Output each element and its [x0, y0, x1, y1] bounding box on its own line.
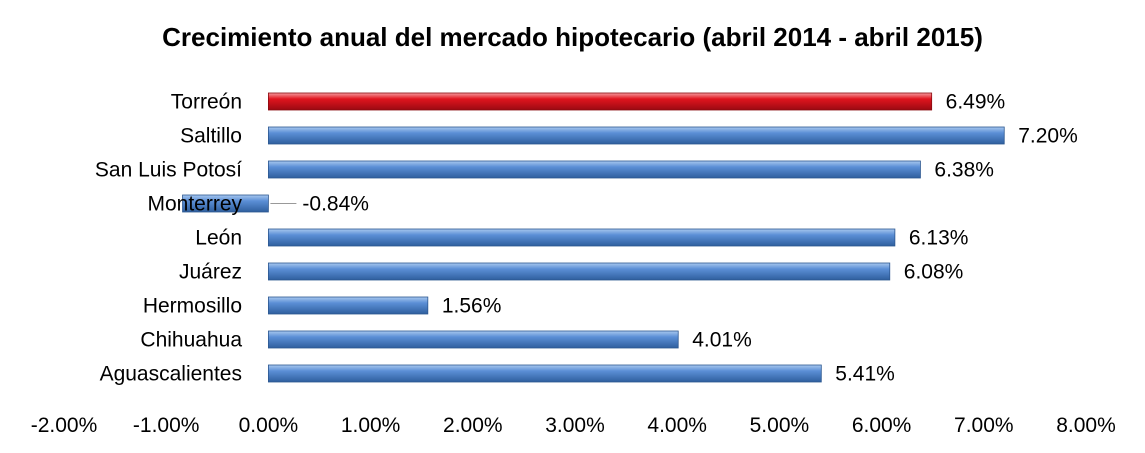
bar-torreon — [267, 92, 933, 111]
x-tick-label: 8.00% — [1056, 414, 1116, 437]
data-label-chihuahua: 4.01% — [692, 329, 752, 352]
bar-chihuahua — [267, 330, 679, 349]
category-label-leon: León — [195, 227, 242, 250]
data-label-torreon: 6.49% — [946, 91, 1006, 114]
category-label-torreon: Torreón — [171, 91, 242, 114]
labels-layer: Torreón 6.49% Saltillo 7.20% San Luis Potosí… — [95, 91, 1078, 386]
category-label-san-luis-potosi: San Luis Potosí — [95, 159, 242, 182]
data-label-san-luis-potosi: 6.38% — [934, 159, 994, 182]
x-tick-label: 7.00% — [954, 414, 1014, 437]
bar-monterrey — [182, 194, 269, 213]
x-tick-label: 5.00% — [750, 414, 810, 437]
bar-leon — [267, 228, 896, 247]
x-tick-label: -2.00% — [31, 414, 98, 437]
data-label-saltillo: 7.20% — [1018, 125, 1078, 148]
bar-saltillo — [267, 126, 1005, 145]
data-label-leon: 6.13% — [909, 227, 969, 250]
bar-juarez — [267, 262, 891, 281]
category-label-hermosillo: Hermosillo — [143, 295, 242, 318]
x-tick-label: 0.00% — [239, 414, 299, 437]
category-label-monterrey: Monterrey — [147, 193, 242, 216]
x-tick-label: 3.00% — [545, 414, 605, 437]
category-label-juarez: Juárez — [179, 261, 242, 284]
data-label-hermosillo: 1.56% — [442, 295, 502, 318]
data-label-aguascalientes: 5.41% — [835, 363, 895, 386]
category-label-saltillo: Saltillo — [180, 125, 242, 148]
bars-layer — [182, 92, 1005, 383]
chart-title: Crecimiento anual del mercado hipotecari… — [162, 22, 983, 52]
x-tick-label: 4.00% — [647, 414, 707, 437]
category-label-chihuahua: Chihuahua — [140, 329, 242, 352]
data-label-monterrey: -0.84% — [302, 193, 369, 216]
bar-aguascalientes — [267, 364, 822, 383]
x-axis-ticks: -2.00% -1.00% 0.00% 1.00% 2.00% 3.00% 4.00% 5.0… — [31, 414, 1116, 437]
bar-san-luis-potosi — [267, 160, 921, 179]
x-tick-label: 2.00% — [443, 414, 503, 437]
x-tick-label: 1.00% — [341, 414, 401, 437]
data-label-juarez: 6.08% — [904, 261, 964, 284]
bar-hermosillo — [267, 296, 429, 315]
x-tick-label: 6.00% — [852, 414, 912, 437]
x-tick-label: -1.00% — [133, 414, 200, 437]
category-label-aguascalientes: Aguascalientes — [100, 363, 242, 386]
